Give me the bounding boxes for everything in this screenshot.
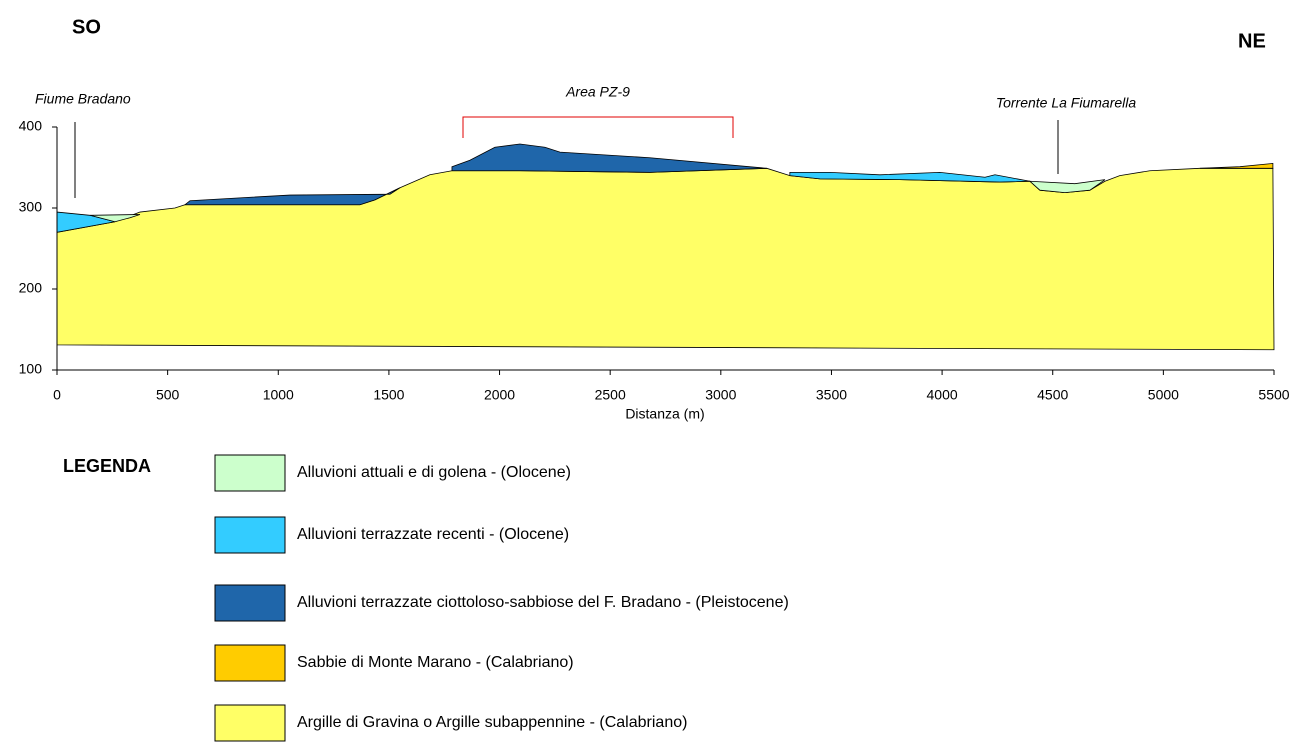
legend-label: Alluvioni attuali e di golena - (Olocene…: [297, 464, 571, 481]
x-tick-label: 1500: [373, 387, 404, 403]
area-bracket: [463, 117, 733, 138]
x-tick-label: 3000: [705, 387, 736, 403]
y-tick-label: 100: [19, 361, 43, 377]
x-tick-label: 4000: [927, 387, 958, 403]
x-tick-label: 5500: [1258, 387, 1289, 403]
legend-label: Sabbie di Monte Marano - (Calabriano): [297, 654, 574, 671]
x-tick-label: 5000: [1148, 387, 1179, 403]
legend-swatch: [215, 517, 285, 553]
legend-swatch: [215, 455, 285, 491]
annotation: Area PZ-9: [565, 84, 630, 100]
chart: SO NE Distanza (m) LEGENDA 1002003004000…: [0, 0, 1295, 742]
y-tick-label: 400: [19, 118, 43, 134]
y-tick-label: 200: [19, 280, 43, 296]
legend-swatch: [215, 585, 285, 621]
x-tick-label: 2000: [484, 387, 515, 403]
layer: [452, 144, 767, 172]
legend-label: Argille di Gravina o Argille subappennin…: [297, 714, 687, 731]
x-tick-label: 3500: [816, 387, 847, 403]
x-tick-label: 1000: [263, 387, 294, 403]
layer: [57, 168, 1274, 349]
x-tick-label: 0: [53, 387, 61, 403]
x-tick-label: 4500: [1037, 387, 1068, 403]
legend-label: Alluvioni terrazzate ciottoloso-sabbiose…: [297, 594, 789, 611]
annotation: Torrente La Fiumarella: [996, 95, 1137, 111]
layer: [185, 188, 400, 205]
x-tick-label: 500: [156, 387, 180, 403]
layer: [1200, 163, 1273, 168]
x-tick-label: 2500: [595, 387, 626, 403]
annotation: Fiume Bradano: [35, 91, 131, 107]
corner-label: NE: [1238, 30, 1266, 52]
legend-label: Alluvioni terrazzate recenti - (Olocene): [297, 526, 569, 543]
legend-title: LEGENDA: [63, 456, 151, 476]
y-tick-label: 300: [19, 199, 43, 215]
legend-swatch: [215, 645, 285, 681]
corner-label: SO: [72, 16, 101, 38]
legend-swatch: [215, 705, 285, 741]
x-axis-label: Distanza (m): [625, 406, 704, 422]
